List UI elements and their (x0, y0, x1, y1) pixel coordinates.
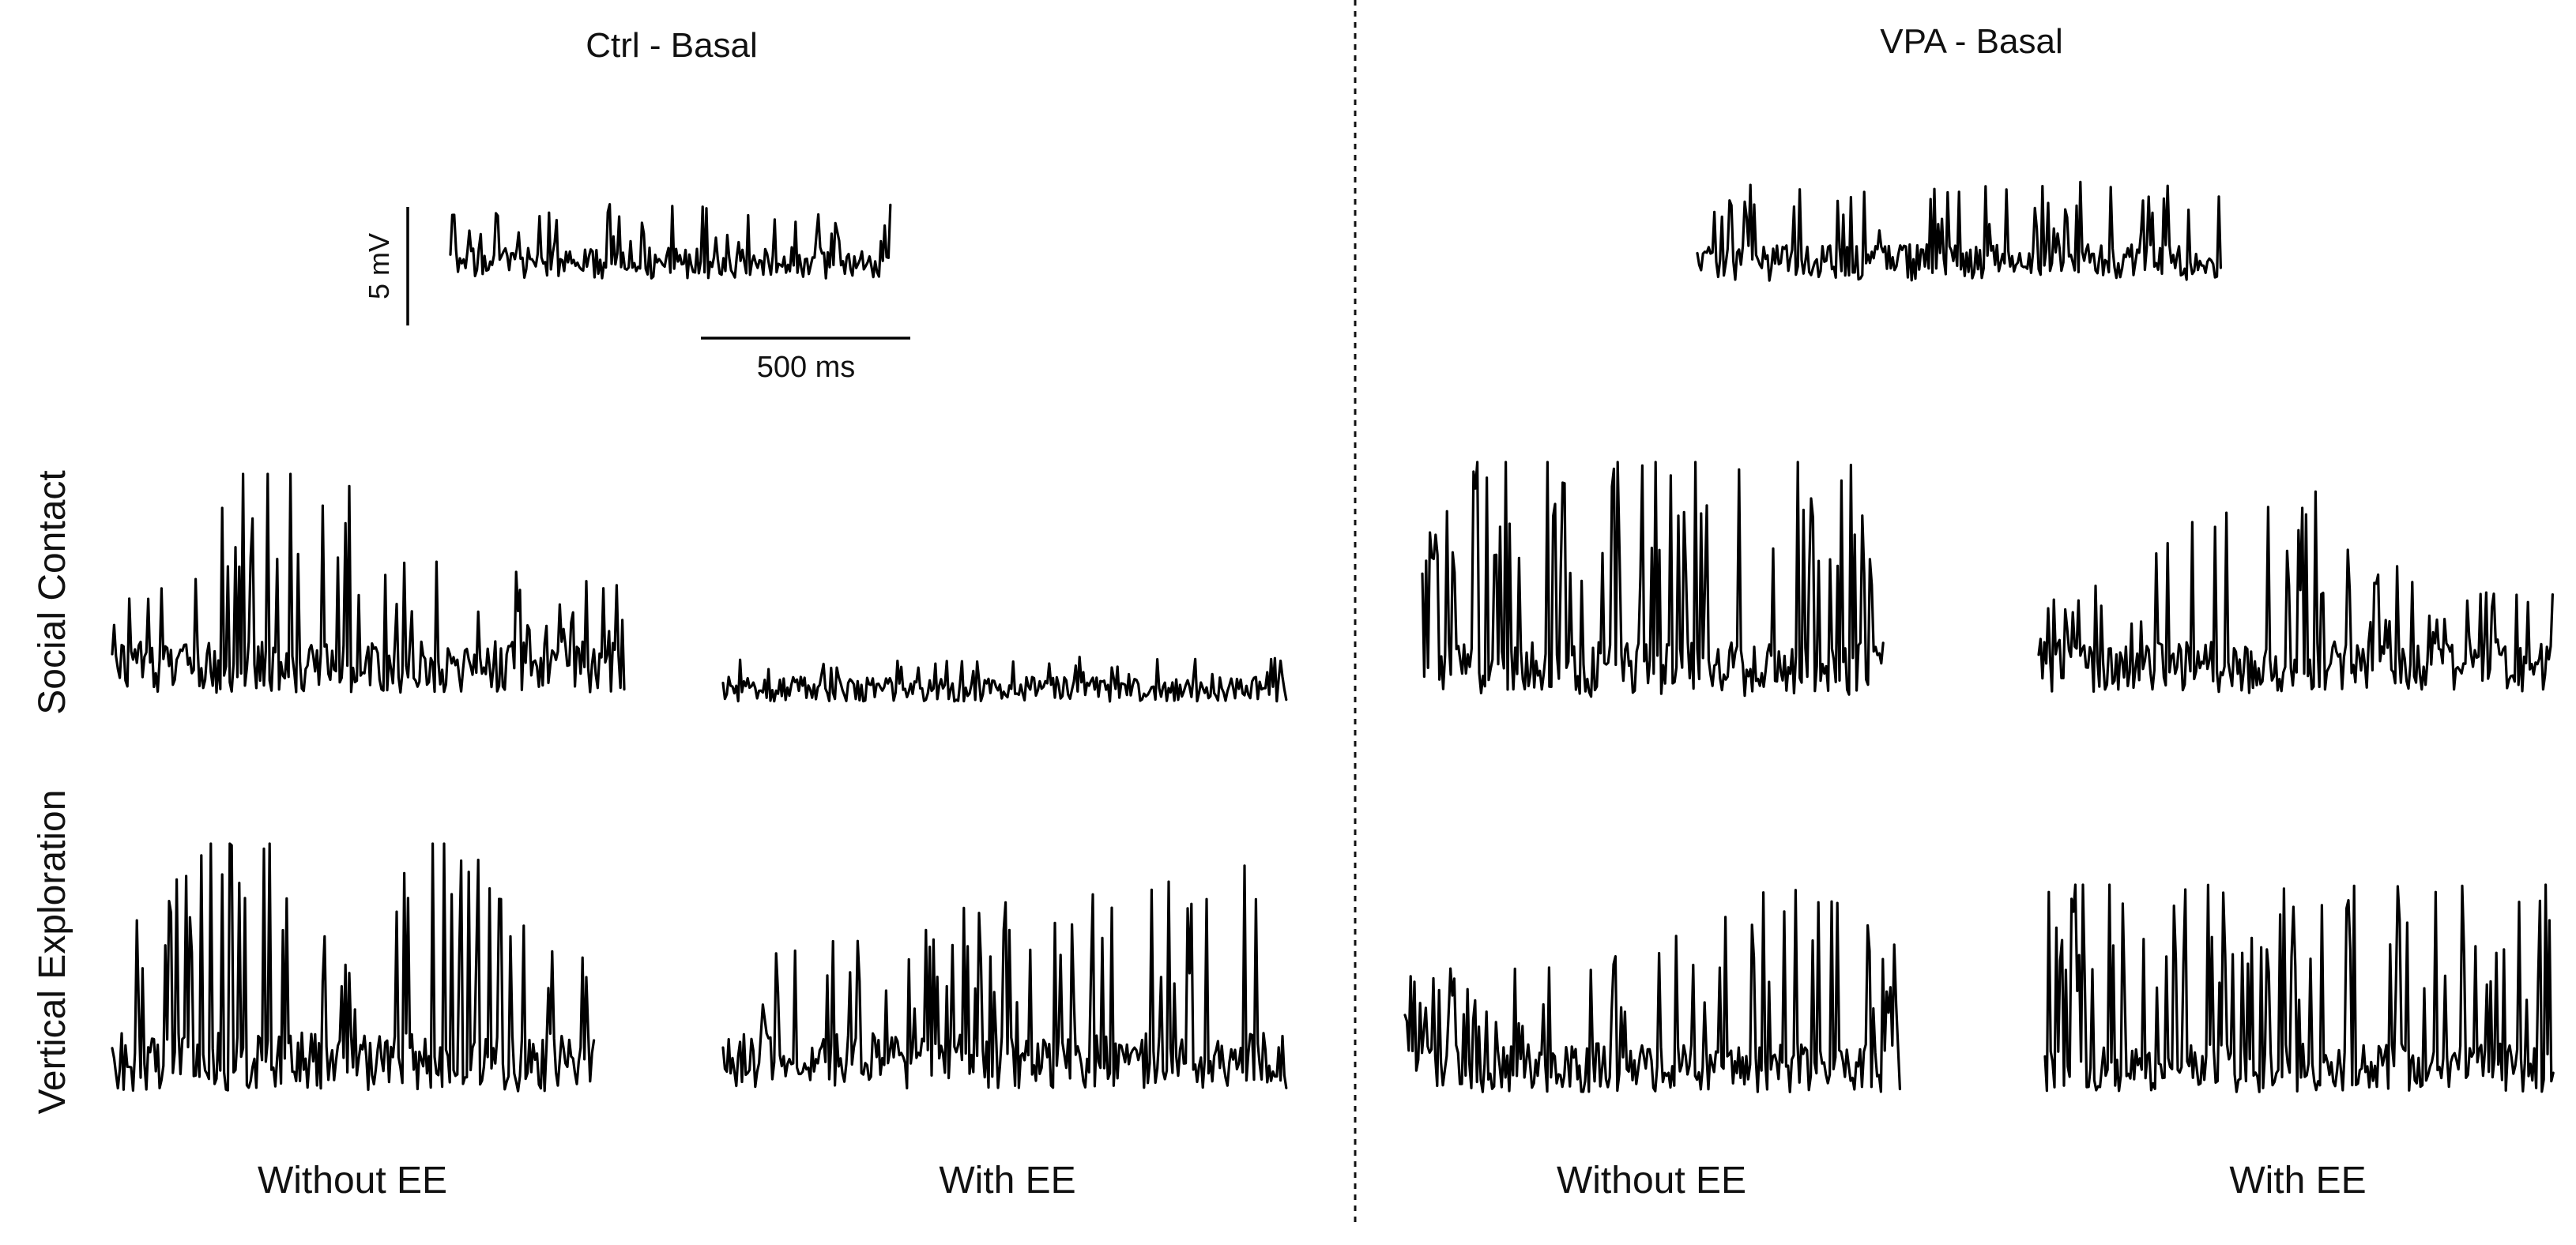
ctrl-social-with-ee-trace (721, 656, 1288, 703)
ctrl-vertical-without-ee-trace (111, 842, 596, 1093)
column-label-vpa-without-ee: Without EE (1557, 1160, 1746, 1202)
ctrl-social-without-ee-trace (111, 472, 626, 694)
row-label-social-contact: Social Contact (32, 470, 73, 715)
vpa-basal-trace (1696, 180, 2222, 282)
row-label-vertical-exploration: Vertical Exploration (32, 790, 73, 1115)
vpa-vertical-without-ee-trace (1403, 889, 1901, 1093)
column-label-ctrl-with-ee: With EE (939, 1160, 1075, 1202)
ctrl-basal-trace (449, 203, 892, 280)
column-label-vpa-with-ee: With EE (2229, 1160, 2366, 1202)
time-scale-label: 500 ms (757, 351, 856, 384)
voltage-scale-label: 5 mV (363, 233, 395, 299)
vpa-social-without-ee-trace (1421, 461, 1885, 698)
ctrl-basal-title: Ctrl - Basal (586, 26, 758, 65)
vpa-social-with-ee-trace (2037, 490, 2554, 694)
column-label-ctrl-without-ee: Without EE (258, 1160, 447, 1202)
vpa-basal-title: VPA - Basal (1880, 22, 2063, 61)
vpa-vertical-with-ee-trace (2043, 883, 2555, 1093)
ctrl-vertical-with-ee-trace (721, 864, 1288, 1090)
